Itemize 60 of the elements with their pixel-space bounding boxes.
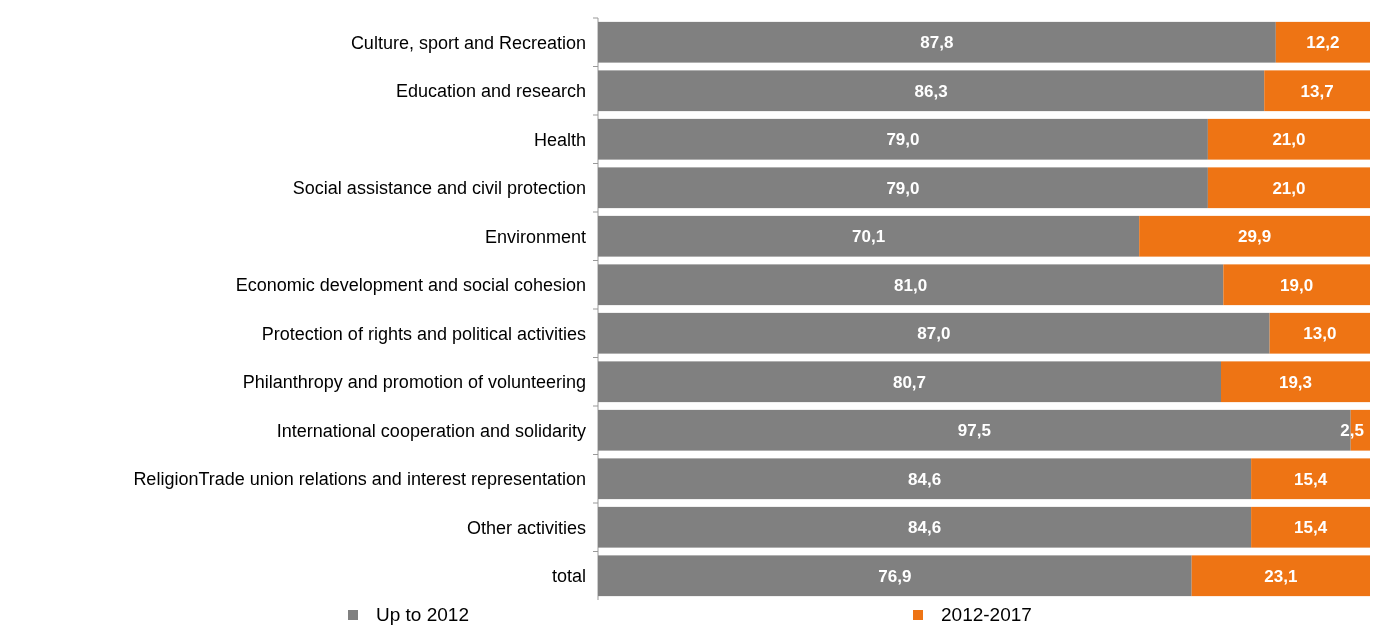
data-label: 29,9 [1238, 227, 1272, 247]
y-tick-label: Health [533, 129, 586, 150]
y-tick-label: Philanthropy and promotion of volunteering [242, 372, 586, 393]
data-label: 84,6 [908, 469, 942, 489]
legend-label: Up to 2012 [376, 604, 469, 625]
data-label: 97,5 [957, 421, 991, 441]
y-tick-label: International cooperation and solidarity [276, 420, 586, 441]
bar [1207, 118, 1370, 160]
data-label: 15,4 [1294, 469, 1328, 489]
data-label: 19,3 [1278, 372, 1313, 392]
y-tick-label: Social assistance and civil protection [292, 178, 586, 199]
data-label: 21,0 [1272, 178, 1306, 198]
y-tick-label: Environment [484, 226, 586, 247]
data-label: 79,0 [886, 130, 920, 150]
bar [598, 264, 1224, 306]
y-tick-label: Protection of rights and political activities [261, 323, 586, 344]
bar [1191, 555, 1370, 597]
y-tick-label: Culture, sport and Recreation [350, 32, 586, 53]
bar [598, 167, 1208, 209]
data-label: 15,4 [1294, 518, 1328, 538]
bar [598, 118, 1208, 160]
bar [598, 506, 1252, 548]
data-label: 86,3 [914, 81, 948, 101]
bar [1207, 167, 1370, 209]
data-label: 2,5 [1340, 421, 1364, 441]
bar [1223, 264, 1370, 306]
bar [598, 555, 1192, 597]
bar [1275, 21, 1370, 63]
y-tick-label: Education and research [395, 81, 586, 102]
legend-label: 2012-2017 [941, 604, 1032, 625]
bar [1139, 215, 1370, 257]
data-label: 19,0 [1280, 275, 1314, 295]
data-label: 13,7 [1300, 81, 1334, 101]
bar [1221, 361, 1370, 403]
bar [598, 361, 1221, 403]
bar [1251, 506, 1370, 548]
data-label: 12,2 [1306, 33, 1340, 53]
y-tick-label: Other activities [466, 517, 586, 538]
bar [1251, 458, 1370, 500]
data-label: 87,0 [917, 324, 951, 344]
bar [598, 70, 1265, 112]
bar [1264, 70, 1370, 112]
bar [598, 458, 1252, 500]
y-tick-label: total [551, 566, 586, 587]
data-label: 79,0 [886, 178, 920, 198]
bar [598, 21, 1276, 63]
data-label: 21,0 [1272, 130, 1306, 150]
data-label: 81,0 [894, 275, 928, 295]
data-label: 23,1 [1264, 566, 1298, 586]
data-label: 13,0 [1303, 324, 1337, 344]
data-label: 80,7 [892, 372, 927, 392]
y-tick-label: ReligionTrade union relations and interest representation [133, 469, 586, 490]
data-label: 84,6 [908, 518, 942, 538]
data-label: 87,8 [920, 33, 954, 53]
y-tick-label: Economic development and social cohesion [235, 275, 586, 296]
bar [1269, 312, 1370, 354]
bar [598, 312, 1270, 354]
bar [598, 215, 1140, 257]
data-label: 76,9 [878, 566, 912, 586]
data-label: 70,1 [852, 227, 886, 247]
